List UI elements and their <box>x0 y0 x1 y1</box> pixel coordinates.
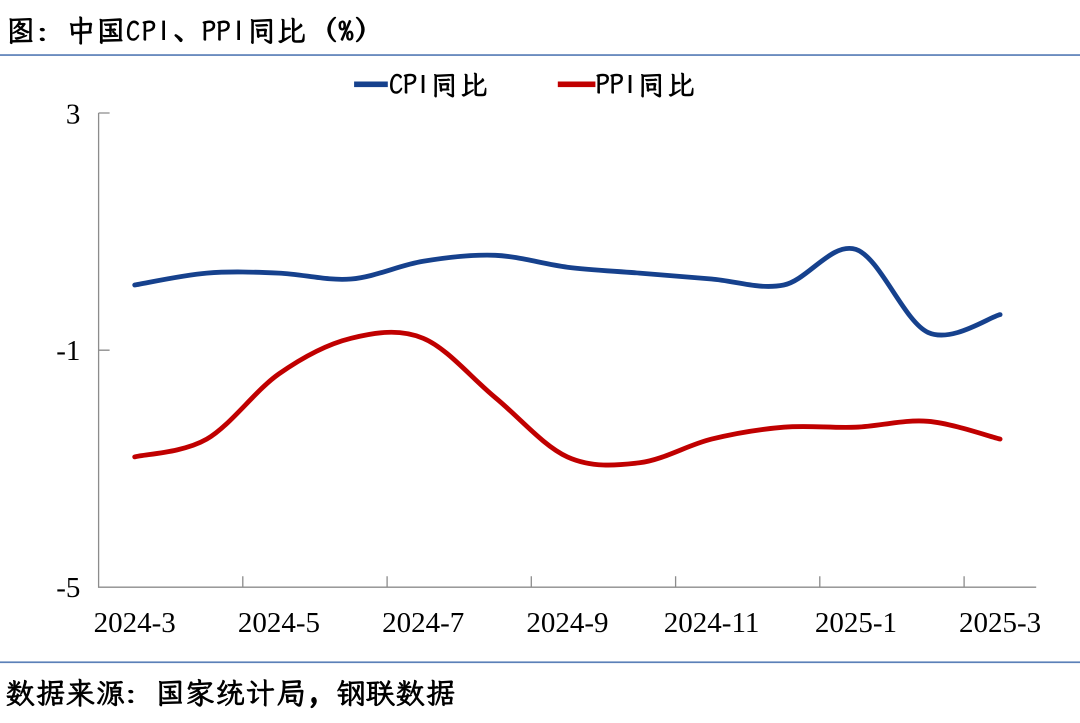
svg-text:2025-3: 2025-3 <box>959 607 1041 639</box>
svg-text:2025-1: 2025-1 <box>815 607 897 639</box>
svg-text:2024-5: 2024-5 <box>238 607 320 639</box>
svg-text:-1: -1 <box>56 335 80 367</box>
svg-text:2024-11: 2024-11 <box>664 607 760 639</box>
svg-text:-5: -5 <box>56 572 80 604</box>
svg-text:2024-7: 2024-7 <box>382 607 464 639</box>
svg-text:2024-3: 2024-3 <box>94 607 176 639</box>
svg-text:3: 3 <box>66 98 81 130</box>
svg-text:2024-9: 2024-9 <box>526 607 608 639</box>
